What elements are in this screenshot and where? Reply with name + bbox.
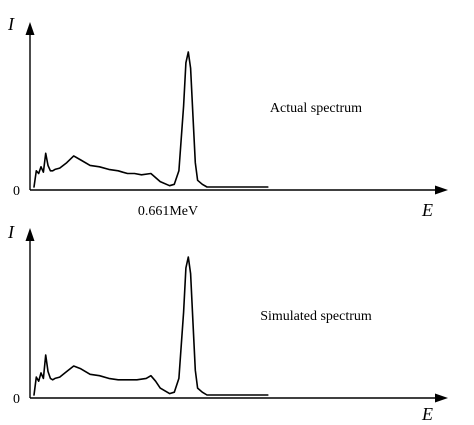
origin-label: 0 (13, 184, 20, 199)
x-axis-arrow (435, 185, 448, 195)
actual-spectrum-panel: I 0 E 0.661MeV Actual spectrum (7, 14, 448, 220)
x-axis-label: E (421, 200, 433, 220)
simulated-spectrum-panel: I 0 E Simulated spectrum (7, 222, 448, 424)
chart-title: Simulated spectrum (260, 309, 372, 324)
chart-title: Actual spectrum (270, 101, 362, 116)
x-axis-arrow (435, 393, 448, 403)
origin-label: 0 (13, 392, 20, 407)
y-axis-arrow (25, 228, 35, 241)
y-axis-label: I (7, 222, 15, 242)
x-tick-label: 0.661MeV (138, 204, 198, 219)
x-axis-label: E (421, 404, 433, 424)
spectrum-line (33, 51, 269, 188)
y-axis-label: I (7, 14, 15, 34)
spectrum-line (33, 256, 269, 396)
y-axis-arrow (25, 22, 35, 35)
